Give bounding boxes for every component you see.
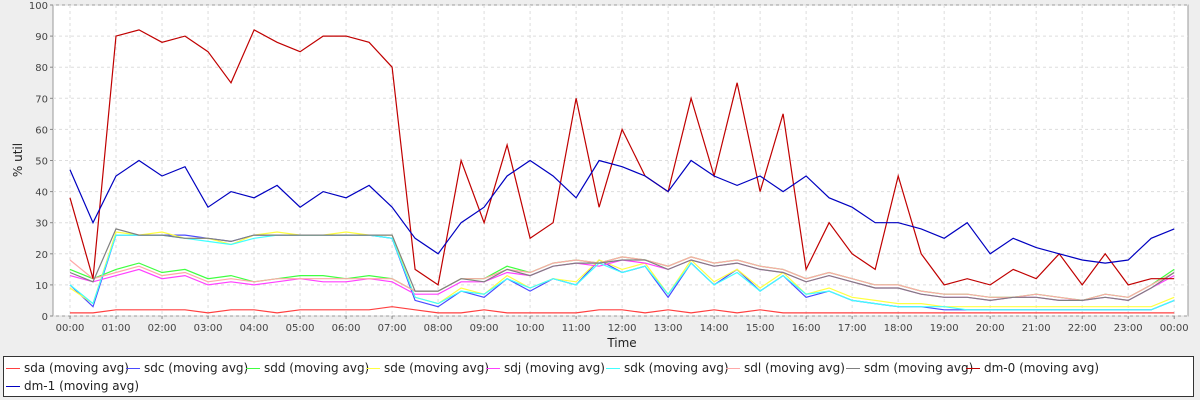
x-tick-label: 23:00 — [1114, 323, 1143, 334]
legend-label: sdc (moving avg) — [144, 361, 249, 375]
legend-label: sdm (moving avg) — [864, 361, 974, 375]
legend-swatch — [6, 386, 20, 387]
legend-swatch — [126, 368, 140, 369]
y-tick-label: 20 — [35, 250, 48, 261]
legend-swatch — [606, 368, 620, 369]
y-tick-label: 80 — [35, 63, 48, 74]
x-tick-label: 00:00 — [1160, 323, 1189, 334]
x-tick-label: 00:00 — [56, 323, 85, 334]
x-tick-label: 22:00 — [1068, 323, 1097, 334]
x-tick-label: 05:00 — [286, 323, 315, 334]
x-tick-label: 20:00 — [976, 323, 1005, 334]
legend-item-sda: sda (moving avg) — [6, 360, 129, 376]
legend: sda (moving avg) sdc (moving avg) sdd (mov… — [3, 356, 1194, 397]
x-tick-label: 13:00 — [654, 323, 683, 334]
legend-label: sdd (moving avg) — [264, 361, 370, 375]
y-tick-label: 10 — [35, 281, 48, 292]
legend-item-sdm: sdm (moving avg) — [846, 360, 973, 376]
x-tick-label: 03:00 — [194, 323, 223, 334]
y-tick-label: 70 — [35, 94, 48, 105]
x-tick-label: 01:00 — [102, 323, 131, 334]
legend-label: dm-1 (moving avg) — [24, 379, 140, 393]
y-tick-label: 100 — [29, 1, 48, 12]
x-tick-label: 15:00 — [746, 323, 775, 334]
x-tick-label: 12:00 — [608, 323, 637, 334]
legend-label: sdk (moving avg) — [624, 361, 729, 375]
legend-swatch — [846, 368, 860, 369]
x-axis-label: Time — [606, 336, 636, 350]
legend-item-sdl: sdl (moving avg) — [726, 360, 845, 376]
y-tick-label: 40 — [35, 188, 48, 199]
x-tick-label: 18:00 — [884, 323, 913, 334]
x-tick-label: 21:00 — [1022, 323, 1051, 334]
legend-item-sdd: sdd (moving avg) — [246, 360, 369, 376]
line-chart: 0 10 20 30 40 50 60 70 80 90 100 00:00 01:00 02:00 03… — [11, 1, 1189, 350]
legend-item-sdj: sdj (moving avg) — [486, 360, 605, 376]
legend-item-dm-0: dm-0 (moving avg) — [966, 360, 1099, 376]
legend-swatch — [6, 368, 20, 369]
y-tick-label: 60 — [35, 125, 48, 136]
y-tick-label: 0 — [42, 312, 48, 323]
y-axis-label: % util — [11, 143, 25, 177]
series-line-dm-0 — [69, 29, 1175, 286]
series-line-sdl — [69, 256, 1175, 302]
x-tick-label: 14:00 — [700, 323, 729, 334]
y-tick-label: 50 — [35, 157, 48, 168]
x-tick-label: 10:00 — [516, 323, 545, 334]
x-tick-label: 04:00 — [240, 323, 269, 334]
x-tick-label: 17:00 — [838, 323, 867, 334]
legend-label: sdl (moving avg) — [744, 361, 845, 375]
x-tick-label: 07:00 — [378, 323, 407, 334]
legend-swatch — [726, 368, 740, 369]
x-tick-label: 02:00 — [148, 323, 177, 334]
series-line-sdm — [69, 228, 1175, 302]
legend-swatch — [486, 368, 500, 369]
series-line-sda — [70, 306, 1175, 314]
legend-swatch — [366, 368, 380, 369]
legend-label: sda (moving avg) — [24, 361, 129, 375]
legend-swatch — [246, 368, 260, 369]
legend-label: dm-0 (moving avg) — [984, 361, 1100, 375]
x-tick-label: 09:00 — [470, 323, 499, 334]
legend-label: sdj (moving avg) — [504, 361, 605, 375]
x-tick-label: 16:00 — [792, 323, 821, 334]
legend-item-sde: sde (moving avg) — [366, 360, 489, 376]
legend-item-dm-1: dm-1 (moving avg) — [6, 378, 139, 394]
x-tick-label: 06:00 — [332, 323, 361, 334]
x-tick-label: 11:00 — [562, 323, 591, 334]
series-line-sdk — [69, 234, 1175, 311]
series-line-dm-1 — [69, 159, 1175, 264]
legend-item-sdk: sdk (moving avg) — [606, 360, 729, 376]
legend-label: sde (moving avg) — [384, 361, 490, 375]
x-tick-label: 19:00 — [930, 323, 959, 334]
y-tick-label: 30 — [35, 219, 48, 230]
x-tick-label: 08:00 — [424, 323, 453, 334]
y-tick-label: 90 — [35, 32, 48, 43]
legend-swatch — [966, 368, 980, 369]
legend-item-sdc: sdc (moving avg) — [126, 360, 248, 376]
